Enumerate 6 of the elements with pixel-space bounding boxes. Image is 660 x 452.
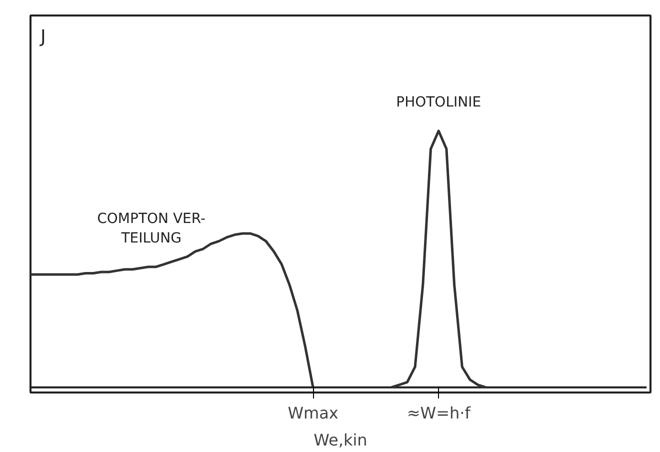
x-tick-label: Wmax <box>288 404 338 422</box>
annotation: COMPTON VER- TEILUNG <box>97 211 206 246</box>
annotation: PHOTOLINIE <box>396 94 482 110</box>
x-tick-label: ≈W=h·f <box>406 404 471 422</box>
y-axis-title: J <box>40 26 46 48</box>
x-axis-title: We,kin <box>314 430 368 450</box>
